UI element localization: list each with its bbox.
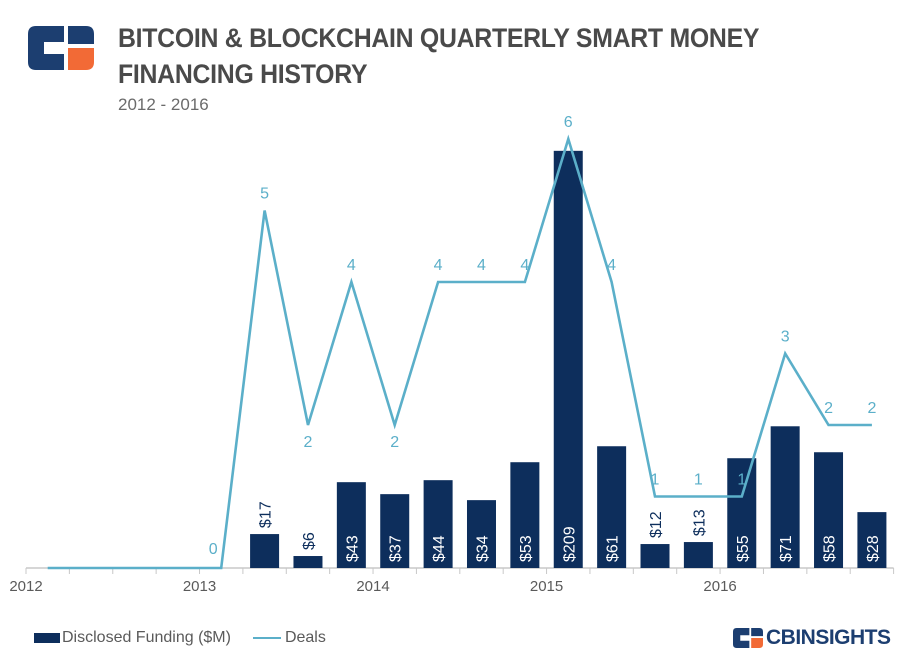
deals-label: 3 <box>781 329 790 346</box>
deals-label: 1 <box>694 472 703 489</box>
deals-label: 2 <box>824 400 833 417</box>
legend-swatch-line <box>252 637 281 639</box>
bar-label: $37 <box>388 535 405 562</box>
bar <box>293 556 323 568</box>
bar-label: $12 <box>648 511 665 538</box>
deals-label: 4 <box>477 257 486 274</box>
deals-label: 4 <box>520 257 529 274</box>
bar-label: $58 <box>822 535 839 562</box>
bar-label: $44 <box>431 535 448 562</box>
bar-label: $43 <box>344 535 361 562</box>
deals-label: 2 <box>867 400 876 417</box>
bar <box>857 512 887 568</box>
deals-label: 2 <box>304 434 313 451</box>
cb-brand-icon <box>733 628 763 648</box>
legend-swatch-bar <box>34 633 60 643</box>
x-tick-label: 2013 <box>183 578 216 595</box>
bar-label: $34 <box>474 535 491 562</box>
brand-footer: CBINSIGHTS <box>733 625 891 651</box>
bar <box>770 426 800 568</box>
bar <box>597 446 627 568</box>
deals-label: 6 <box>564 114 573 131</box>
bar-label: $17 <box>258 501 275 528</box>
chart-title: BITCOIN & BLOCKCHAIN QUARTERLY SMART MON… <box>118 23 759 89</box>
x-tick-label: 2014 <box>356 578 389 595</box>
bar <box>380 494 410 568</box>
bar-label: $28 <box>865 535 882 562</box>
deals-label: 0 <box>209 541 218 558</box>
legend: Disclosed Funding ($M) Deals <box>34 626 348 650</box>
bar-label: $71 <box>778 535 795 562</box>
deals-label: 2 <box>390 434 399 451</box>
x-tick-label: 2012 <box>9 578 42 595</box>
deals-line <box>47 134 872 570</box>
bar <box>640 544 670 568</box>
deals-label: 4 <box>347 257 356 274</box>
deals-label: 4 <box>434 257 443 274</box>
bar-label: $61 <box>605 535 622 562</box>
legend-label-funding: Disclosed Funding ($M) <box>62 629 231 646</box>
legend-label-deals: Deals <box>284 629 326 646</box>
brand-name: CBINSIGHTS <box>766 626 891 649</box>
bar-label: $6 <box>301 532 318 550</box>
bar <box>423 480 453 568</box>
deals-label: 1 <box>737 472 746 489</box>
deals-label: 1 <box>651 472 660 489</box>
x-tick-label: 2016 <box>703 578 736 595</box>
bar-label: $209 <box>561 526 578 562</box>
bar <box>466 500 496 568</box>
bar-label: $53 <box>518 535 535 562</box>
bar <box>336 482 366 568</box>
bar <box>727 458 757 568</box>
x-tick-label: 2015 <box>530 578 563 595</box>
deals-label: 4 <box>607 257 616 274</box>
bar-label: $55 <box>735 535 752 562</box>
bar <box>553 150 583 568</box>
cb-logo-icon <box>28 26 94 70</box>
bar <box>683 542 713 568</box>
legend-item-funding: Disclosed Funding ($M) <box>34 629 231 647</box>
chart-subtitle: 2012 - 2016 <box>118 95 209 114</box>
bar <box>814 452 844 568</box>
bar-label: $13 <box>691 509 708 536</box>
legend-item-deals: Deals <box>252 629 326 647</box>
bar <box>250 534 280 568</box>
deals-label: 5 <box>260 186 269 203</box>
bar <box>510 462 540 568</box>
